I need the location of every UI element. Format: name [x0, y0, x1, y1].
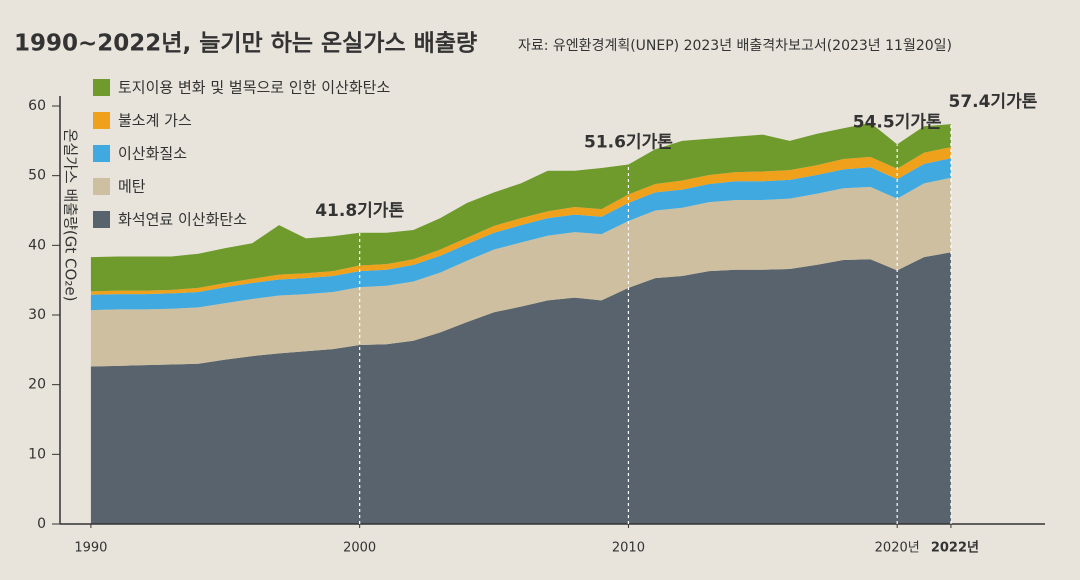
y-tick-label: 0 — [37, 516, 46, 532]
y-tick-label: 10 — [28, 446, 46, 462]
legend-swatch — [93, 79, 110, 96]
y-tick-label: 20 — [28, 377, 46, 393]
legend-label: 메탄 — [118, 178, 146, 196]
x-tick-label: 2010 — [612, 541, 645, 556]
chart-title: 1990~2022년, 늘기만 하는 온실가스 배출량 — [14, 31, 477, 57]
legend-swatch — [93, 211, 110, 228]
x-tick-label: 2020년 — [875, 541, 920, 556]
area — [90, 177, 951, 367]
x-tick-label: 2022년 — [931, 541, 979, 556]
annotation-label: 51.6기가톤 — [584, 133, 673, 153]
x-tick-label: 1990 — [74, 541, 107, 556]
legend-label: 화석연료 이산화탄소 — [118, 211, 247, 229]
legend-swatch — [93, 178, 110, 195]
annotation-label: 41.8기가톤 — [315, 201, 404, 221]
area — [90, 122, 951, 292]
area — [90, 147, 951, 295]
x-tick-label: 2000 — [343, 541, 376, 556]
chart-subtitle: 자료: 유엔환경계획(UNEP) 2023년 배출격차보고서(2023년 11월… — [518, 38, 952, 54]
legend-label: 토지이용 변화 및 벌목으로 인한 이산화탄소 — [118, 79, 390, 97]
y-tick-label: 60 — [28, 98, 46, 114]
legend-label: 이산화질소 — [118, 145, 187, 163]
legend-swatch — [93, 145, 110, 162]
legend-label: 불소계 가스 — [118, 112, 192, 130]
y-tick-label: 50 — [28, 168, 46, 184]
y-axis-label: 온실가스 배출량(Gt CO₂e) — [62, 129, 80, 302]
y-tick-label: 40 — [28, 237, 46, 253]
area — [90, 158, 951, 311]
y-tick-label: 30 — [28, 307, 46, 323]
area — [90, 252, 951, 525]
legend-swatch — [93, 112, 110, 129]
annotation-label: 57.4기가톤 — [948, 92, 1037, 112]
annotation-label: 54.5기가톤 — [853, 112, 942, 132]
